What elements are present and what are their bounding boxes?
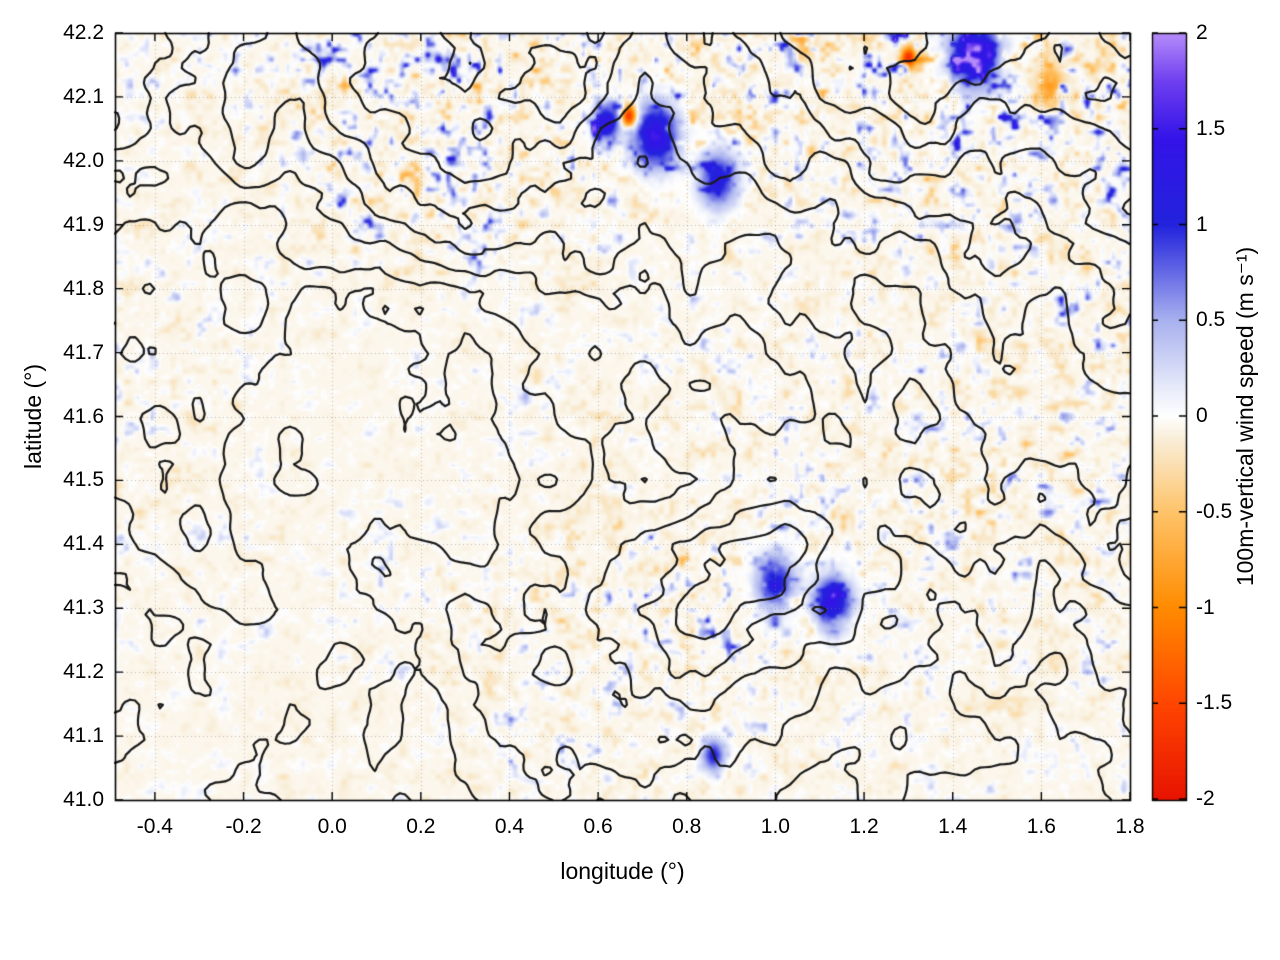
- x-tick-label: 1.0: [760, 815, 790, 838]
- x-tick-label: 1.8: [1115, 815, 1145, 838]
- y-axis-title-wrap: latitude (°): [12, 33, 56, 800]
- colorbar-title: 100m-vertical wind speed (m s⁻¹): [1232, 246, 1259, 587]
- x-tick-label: 0.0: [317, 815, 347, 838]
- x-tick-label: 0.6: [583, 815, 613, 838]
- x-tick-label: 0.4: [494, 815, 525, 838]
- x-tick-label: 1.4: [938, 815, 968, 838]
- x-tick-label: 0.2: [406, 815, 436, 838]
- y-axis-title: latitude (°): [20, 363, 47, 470]
- colorbar-title-wrap: 100m-vertical wind speed (m s⁻¹): [1224, 33, 1268, 800]
- x-tick-label: 1.2: [849, 815, 879, 838]
- x-tick-label: -0.2: [225, 815, 262, 838]
- x-tick-label: 0.8: [672, 815, 702, 838]
- x-tick-label: -0.4: [136, 815, 173, 838]
- x-tick-label: 1.6: [1026, 815, 1056, 838]
